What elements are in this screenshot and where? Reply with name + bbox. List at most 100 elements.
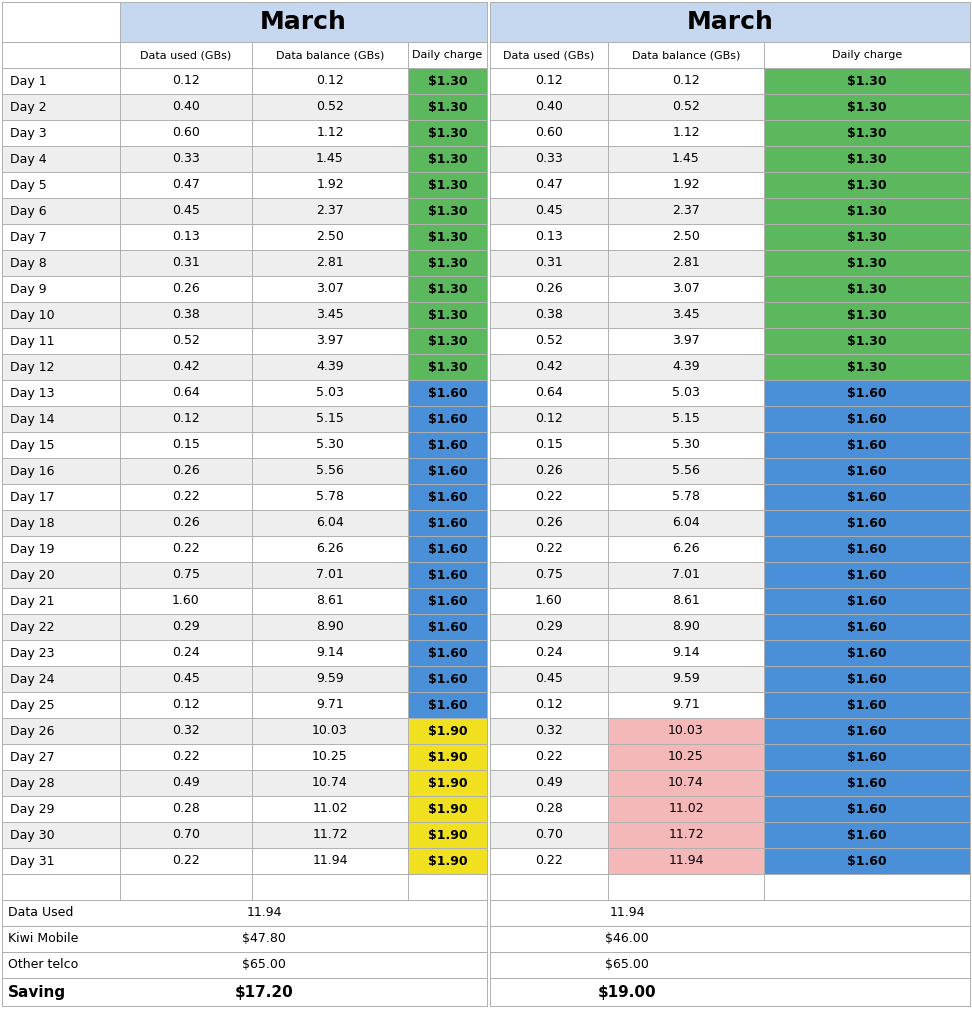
Text: 0.42: 0.42: [172, 360, 200, 374]
Bar: [2, 42, 120, 68]
Bar: [120, 796, 252, 822]
Text: 1.60: 1.60: [172, 595, 200, 607]
Text: $1.60: $1.60: [428, 621, 468, 634]
Text: $1.30: $1.30: [428, 283, 468, 296]
Text: 8.90: 8.90: [316, 621, 344, 634]
Bar: [408, 94, 487, 120]
Bar: [408, 198, 487, 224]
Text: 10.25: 10.25: [668, 751, 704, 764]
Bar: [252, 458, 408, 484]
Text: Day 13: Day 13: [10, 386, 54, 399]
Bar: [490, 510, 608, 536]
Bar: [252, 172, 408, 198]
Text: $1.30: $1.30: [428, 360, 468, 374]
Bar: [764, 536, 970, 562]
Text: 5.03: 5.03: [672, 386, 700, 399]
Bar: [408, 614, 487, 640]
Text: 5.78: 5.78: [316, 490, 344, 504]
Bar: [2, 250, 120, 276]
Text: Day 16: Day 16: [10, 465, 54, 477]
Bar: [2, 276, 120, 302]
Text: Day 24: Day 24: [10, 673, 54, 685]
Text: 0.26: 0.26: [536, 465, 563, 477]
Text: 9.59: 9.59: [316, 673, 344, 685]
Bar: [608, 744, 764, 770]
Text: Day 20: Day 20: [10, 568, 54, 582]
Text: 8.61: 8.61: [316, 595, 344, 607]
Text: $1.60: $1.60: [848, 543, 886, 555]
Text: $1.60: $1.60: [848, 854, 886, 867]
Bar: [2, 198, 120, 224]
Text: 8.90: 8.90: [672, 621, 700, 634]
Bar: [490, 614, 608, 640]
Text: $46.00: $46.00: [606, 933, 649, 945]
Text: Day 27: Day 27: [10, 751, 54, 764]
Text: $47.80: $47.80: [242, 933, 286, 945]
Bar: [764, 328, 970, 354]
Bar: [608, 380, 764, 406]
Bar: [252, 250, 408, 276]
Bar: [764, 640, 970, 666]
Text: Kiwi Mobile: Kiwi Mobile: [8, 933, 79, 945]
Text: 0.45: 0.45: [535, 205, 563, 217]
Text: 0.22: 0.22: [172, 543, 200, 555]
Bar: [2, 588, 120, 614]
Bar: [490, 640, 608, 666]
Text: 0.22: 0.22: [172, 751, 200, 764]
Text: $1.30: $1.30: [848, 335, 886, 347]
Text: 3.07: 3.07: [672, 283, 700, 296]
Bar: [120, 770, 252, 796]
Text: 2.37: 2.37: [672, 205, 700, 217]
Bar: [490, 744, 608, 770]
Bar: [487, 614, 490, 640]
Bar: [487, 432, 490, 458]
Text: $1.90: $1.90: [428, 803, 468, 815]
Text: $1.60: $1.60: [848, 595, 886, 607]
Bar: [764, 406, 970, 432]
Bar: [2, 120, 120, 146]
Bar: [252, 822, 408, 848]
Text: $19.00: $19.00: [598, 984, 656, 999]
Bar: [490, 536, 608, 562]
Bar: [120, 588, 252, 614]
Text: $1.30: $1.30: [848, 100, 886, 114]
Bar: [487, 380, 490, 406]
Text: 0.64: 0.64: [536, 386, 563, 399]
Bar: [2, 718, 120, 744]
Bar: [490, 328, 608, 354]
Text: 1.92: 1.92: [316, 178, 344, 191]
Bar: [608, 484, 764, 510]
Text: Day 6: Day 6: [10, 205, 47, 217]
Bar: [2, 900, 487, 926]
Bar: [487, 302, 490, 328]
Bar: [252, 42, 408, 68]
Bar: [120, 276, 252, 302]
Bar: [408, 562, 487, 588]
Bar: [120, 172, 252, 198]
Bar: [487, 2, 490, 42]
Text: 9.71: 9.71: [672, 698, 700, 712]
Bar: [2, 302, 120, 328]
Bar: [487, 770, 490, 796]
Bar: [2, 822, 120, 848]
Bar: [764, 588, 970, 614]
Bar: [120, 328, 252, 354]
Text: 0.26: 0.26: [172, 465, 200, 477]
Bar: [608, 42, 764, 68]
Text: $1.60: $1.60: [848, 646, 886, 659]
Text: 0.28: 0.28: [172, 803, 200, 815]
Bar: [2, 744, 120, 770]
Text: 0.12: 0.12: [536, 413, 563, 426]
Bar: [408, 718, 487, 744]
Text: 5.30: 5.30: [316, 438, 344, 452]
Text: Day 11: Day 11: [10, 335, 54, 347]
Text: 2.50: 2.50: [672, 230, 700, 244]
Bar: [490, 848, 608, 874]
Bar: [120, 406, 252, 432]
Bar: [764, 42, 970, 68]
Text: $1.30: $1.30: [428, 335, 468, 347]
Bar: [408, 510, 487, 536]
Bar: [608, 666, 764, 692]
Bar: [408, 536, 487, 562]
Bar: [120, 536, 252, 562]
